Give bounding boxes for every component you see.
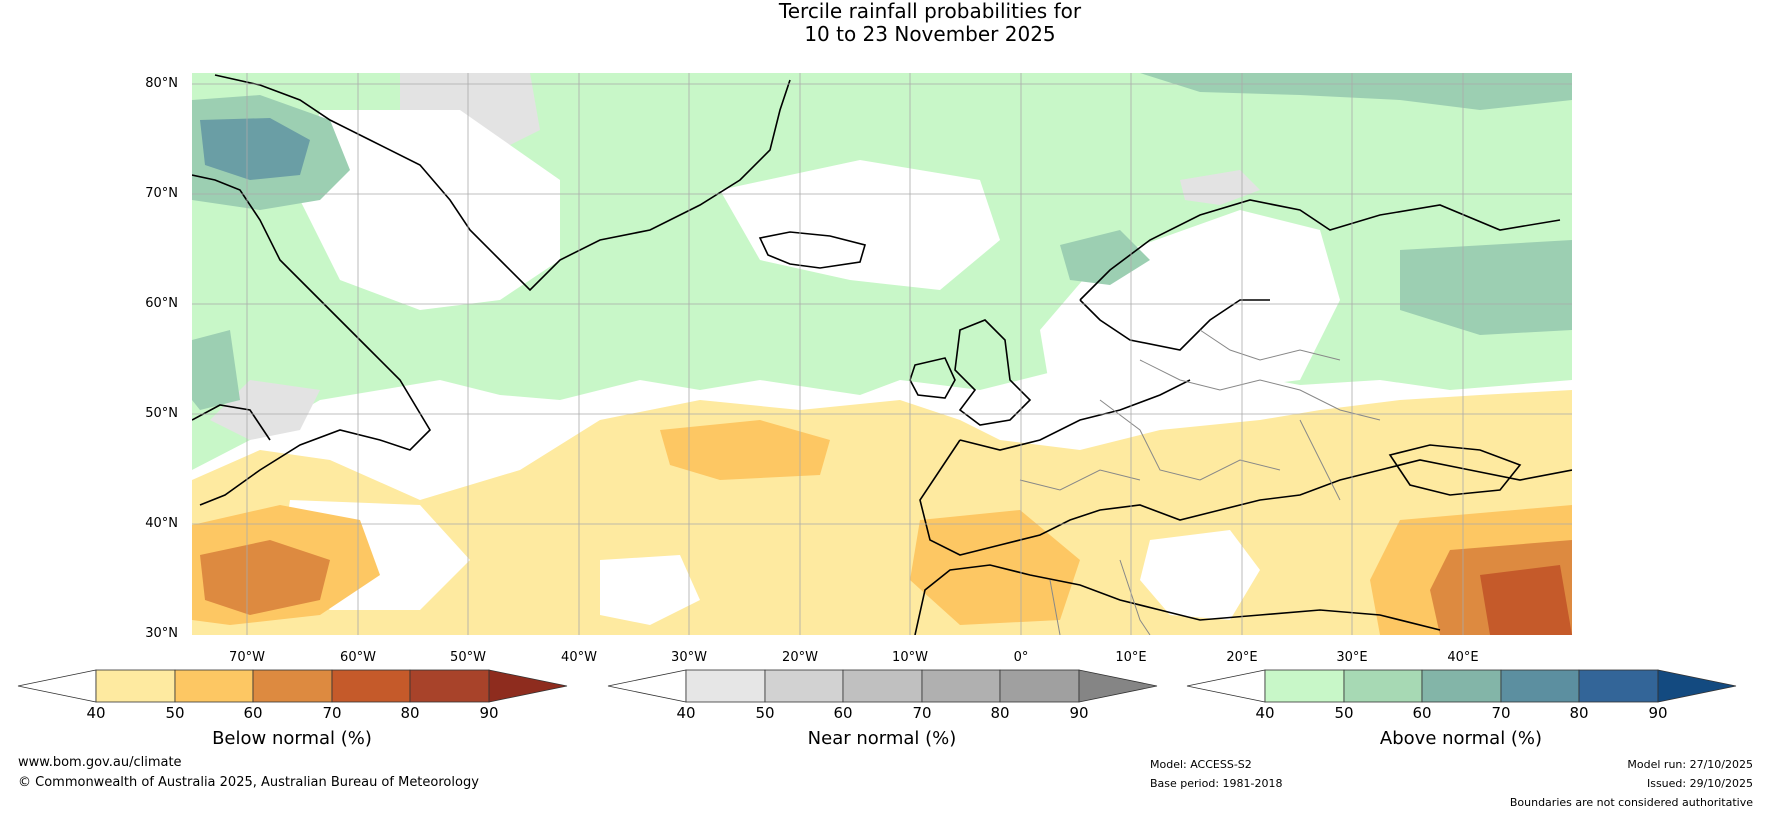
legend-tick: 40 bbox=[86, 704, 106, 722]
near-normal-region bbox=[1180, 170, 1260, 205]
lon-label-20w: 20°W bbox=[782, 650, 818, 665]
map-title: Tercile rainfall probabilities for 10 to… bbox=[0, 0, 1770, 46]
above-normal-high-region bbox=[200, 118, 310, 180]
legend-tick: 90 bbox=[1648, 704, 1668, 722]
legend-tick: 70 bbox=[1491, 704, 1511, 722]
legend-tick: 90 bbox=[479, 704, 499, 722]
website-link[interactable]: www.bom.gov.au/climate bbox=[18, 755, 182, 770]
legend-tick: 90 bbox=[1069, 704, 1089, 722]
gridlines bbox=[192, 73, 1572, 635]
legend-bar-near bbox=[607, 669, 1158, 703]
lon-label-20e: 20°E bbox=[1226, 650, 1258, 665]
legend-tick: 50 bbox=[165, 704, 185, 722]
neutral-region bbox=[1140, 530, 1260, 620]
legend-tick: 80 bbox=[990, 704, 1010, 722]
legend-bar-above bbox=[1186, 669, 1737, 703]
neutral-region bbox=[600, 555, 700, 625]
above-normal-high-region bbox=[1400, 240, 1572, 335]
legend-bar-below bbox=[17, 669, 568, 703]
legend-tick: 60 bbox=[833, 704, 853, 722]
below-normal-mid-region bbox=[910, 510, 1080, 625]
map-fields bbox=[192, 73, 1572, 635]
above-normal-high-region bbox=[1140, 73, 1572, 110]
legend-label-near: Near normal (%) bbox=[807, 728, 957, 749]
model-run-date: Model run: 27/10/2025 bbox=[1627, 758, 1753, 771]
title-line-1: Tercile rainfall probabilities for bbox=[778, 0, 1082, 23]
legend-label-above: Above normal (%) bbox=[1379, 728, 1543, 749]
neutral-region bbox=[720, 160, 1000, 290]
boundaries-disclaimer: Boundaries are not considered authoritat… bbox=[1509, 796, 1753, 809]
model-name: Model: ACCESS-S2 bbox=[1150, 758, 1252, 771]
legend-tick: 60 bbox=[243, 704, 263, 722]
issued-date: Issued: 29/10/2025 bbox=[1646, 777, 1753, 790]
lon-label-30w: 30°W bbox=[671, 650, 707, 665]
lon-label-40w: 40°W bbox=[561, 650, 597, 665]
country-borders bbox=[1019, 329, 1381, 635]
neutral-region bbox=[300, 110, 560, 310]
lon-label-60w: 60°W bbox=[340, 650, 376, 665]
legend-tick: 40 bbox=[1255, 704, 1275, 722]
lat-label-30n: 30°N bbox=[145, 626, 178, 641]
lon-label-10e: 10°E bbox=[1115, 650, 1147, 665]
legend-tick: 60 bbox=[1412, 704, 1432, 722]
lon-label-50w: 50°W bbox=[450, 650, 486, 665]
lat-label-40n: 40°N bbox=[145, 516, 178, 531]
legend-tick: 70 bbox=[322, 704, 342, 722]
legend-tick: 40 bbox=[676, 704, 696, 722]
lat-label-60n: 60°N bbox=[145, 296, 178, 311]
legend-tick: 80 bbox=[400, 704, 420, 722]
below-normal-high-region bbox=[200, 540, 330, 615]
lon-label-40e: 40°E bbox=[1447, 650, 1479, 665]
legend-tick: 50 bbox=[755, 704, 775, 722]
title-line-2: 10 to 23 November 2025 bbox=[804, 22, 1056, 46]
below-normal-highest-region bbox=[1480, 565, 1572, 635]
lon-label-0: 0° bbox=[1013, 650, 1029, 665]
lat-label-80n: 80°N bbox=[145, 76, 178, 91]
legend-tick: 70 bbox=[912, 704, 932, 722]
below-normal-mid-region bbox=[660, 420, 830, 480]
base-period: Base period: 1981-2018 bbox=[1150, 777, 1283, 790]
lat-label-70n: 70°N bbox=[145, 186, 178, 201]
above-normal-high-region bbox=[192, 330, 240, 410]
lat-label-50n: 50°N bbox=[145, 406, 178, 421]
copyright-notice: © Commonwealth of Australia 2025, Austra… bbox=[18, 775, 479, 790]
lon-label-10w: 10°W bbox=[892, 650, 928, 665]
lon-label-30e: 30°E bbox=[1336, 650, 1368, 665]
lon-label-70w: 70°W bbox=[229, 650, 265, 665]
legend-tick: 80 bbox=[1569, 704, 1589, 722]
coastlines bbox=[192, 74, 1572, 635]
legend-tick: 50 bbox=[1334, 704, 1354, 722]
legend-label-below: Below normal (%) bbox=[212, 728, 372, 749]
above-normal-high-region bbox=[1060, 230, 1150, 285]
